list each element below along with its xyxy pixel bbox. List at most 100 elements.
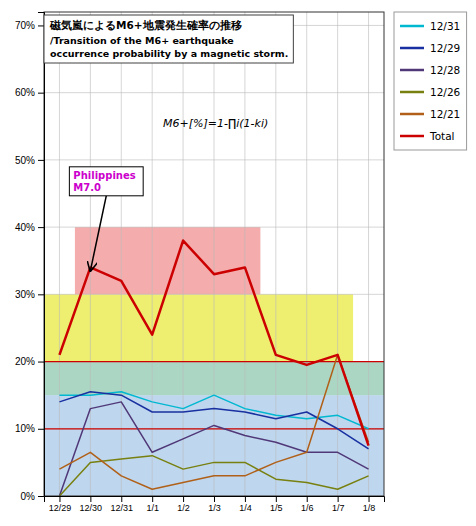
x-tick: 1/3 [208,496,221,513]
series-line [59,392,368,429]
text-line: /Transition of the M6+ earthquake [50,35,237,46]
series-lines [59,241,368,496]
x-tick: 12/29 [49,496,72,513]
x-axis: 12/29 12/30 12/31 1/1 1/2 1/3 1/4 1/5 1/6 1/7 1/8 [45,496,385,513]
x-tick-label: 12/29 [49,503,72,513]
data-layer [44,12,384,496]
y-tick-mark [38,496,44,497]
annotation-text: Philippines M7.0 [73,170,139,193]
grid-line-y [44,361,384,362]
y-tick-mark [38,25,44,26]
legend-background [394,12,467,150]
grid-line-x [337,12,338,496]
x-tick-label: 12/30 [80,503,103,513]
x-axis-line [45,497,385,503]
x-tick-label: 1/8 [363,503,376,513]
x-tick-mark [276,496,277,502]
plot: 12/29 12/30 12/31 1/1 1/2 1/3 1/4 1/5 1/6 1/7 1/8 0… [15,12,385,513]
annotation-formula: M6+[%]=1-∏i(1-ki) [163,117,268,130]
y-tick-label: 20% [15,356,35,367]
x-tick: 1/6 [301,496,314,513]
x-tick-mark [307,496,308,502]
x-tick: 1/7 [332,496,345,513]
y-tick: 50% [15,155,44,166]
x-tick-label: 1/4 [239,503,252,513]
grid-line-x [214,12,215,496]
grid-line-y [44,428,384,429]
series-line [59,402,368,496]
legend: 12/3112/2912/2812/2612/21Total [394,12,467,150]
x-tick-mark [59,496,60,502]
x-tick-label: 1/3 [208,503,221,513]
x-tick-label: 12/31 [111,503,134,513]
subtitle: /Transition of the M6+ earthquake occurr… [50,35,288,59]
text-line: Philippines [73,170,139,181]
x-tick-mark [369,496,370,502]
chart: 12/29 12/30 12/31 1/1 1/2 1/3 1/4 1/5 1/6 1/7 1/8 0… [0,0,476,526]
y-tick-label: 30% [15,289,35,300]
x-tick: 1/2 [177,496,190,513]
legend-label: 12/31 [430,20,460,32]
y-tick-label: 60% [15,87,35,98]
legend-swatch [400,113,424,116]
x-tick: 1/8 [363,496,376,513]
legend-swatch [400,69,424,72]
x-tick-label: 1/5 [270,503,283,513]
y-tick-mark [38,160,44,161]
legend-label: 12/26 [430,86,461,98]
annotation-box [69,167,143,196]
legend-swatch [400,91,424,94]
legend-label: 12/29 [430,42,460,54]
y-tick: 70% [15,20,44,31]
series-line [59,392,368,449]
x-tick: 1/4 [239,496,252,513]
y-tick-label: 70% [15,20,35,31]
x-tick-mark [214,496,215,502]
x-tick-label: 1/6 [301,503,314,513]
title-background [44,15,293,63]
y-tick-mark [38,429,44,430]
x-tick-mark [338,496,339,502]
grid [44,12,384,496]
x-tick: 1/1 [146,496,159,513]
annotation: Philippines M7.0 [69,167,143,196]
y-tick-label: 10% [15,423,35,434]
y-tick: 30% [15,289,44,300]
reference-line [44,428,384,429]
y-tick: 60% [15,87,44,98]
grid-line-x [368,12,369,496]
y-tick-label: 50% [15,155,35,166]
reference-line [44,361,384,362]
legend-label: 12/28 [430,64,460,76]
x-tick: 12/31 [111,496,134,513]
legend-swatch [400,135,424,138]
x-tick: 12/30 [80,496,103,513]
grid-line-x [59,12,60,496]
x-tick-mark [152,496,153,502]
legend-label: Total [429,130,455,142]
y-tick: 40% [15,222,44,233]
annotation-arrow [90,196,106,271]
plot-background [44,12,384,496]
grid-line-x [152,12,153,496]
y-tick-mark [38,294,44,295]
y-tick-mark [38,362,44,363]
grid-line-x [244,12,245,496]
grid-line-x [121,12,122,496]
x-tick-mark [121,496,122,502]
y-tick-mark [38,227,44,228]
y-tick-label: 0% [21,491,36,502]
x-tick-mark [245,496,246,502]
grid-line-x [306,12,307,496]
subtitle-group: /Transition of the M6+ earthquake occurr… [50,35,288,59]
x-tick: 1/5 [270,496,283,513]
series-line [59,355,368,489]
x-tick-mark [90,496,91,502]
grid-line-x [275,12,276,496]
grid-line-x [183,12,184,496]
y-axis-line [38,13,45,497]
legend-swatch [400,25,424,28]
title: 磁気嵐によるM6+地震発生確率の推移 [49,19,242,31]
series-line [59,241,368,446]
plot-frame [44,12,384,496]
